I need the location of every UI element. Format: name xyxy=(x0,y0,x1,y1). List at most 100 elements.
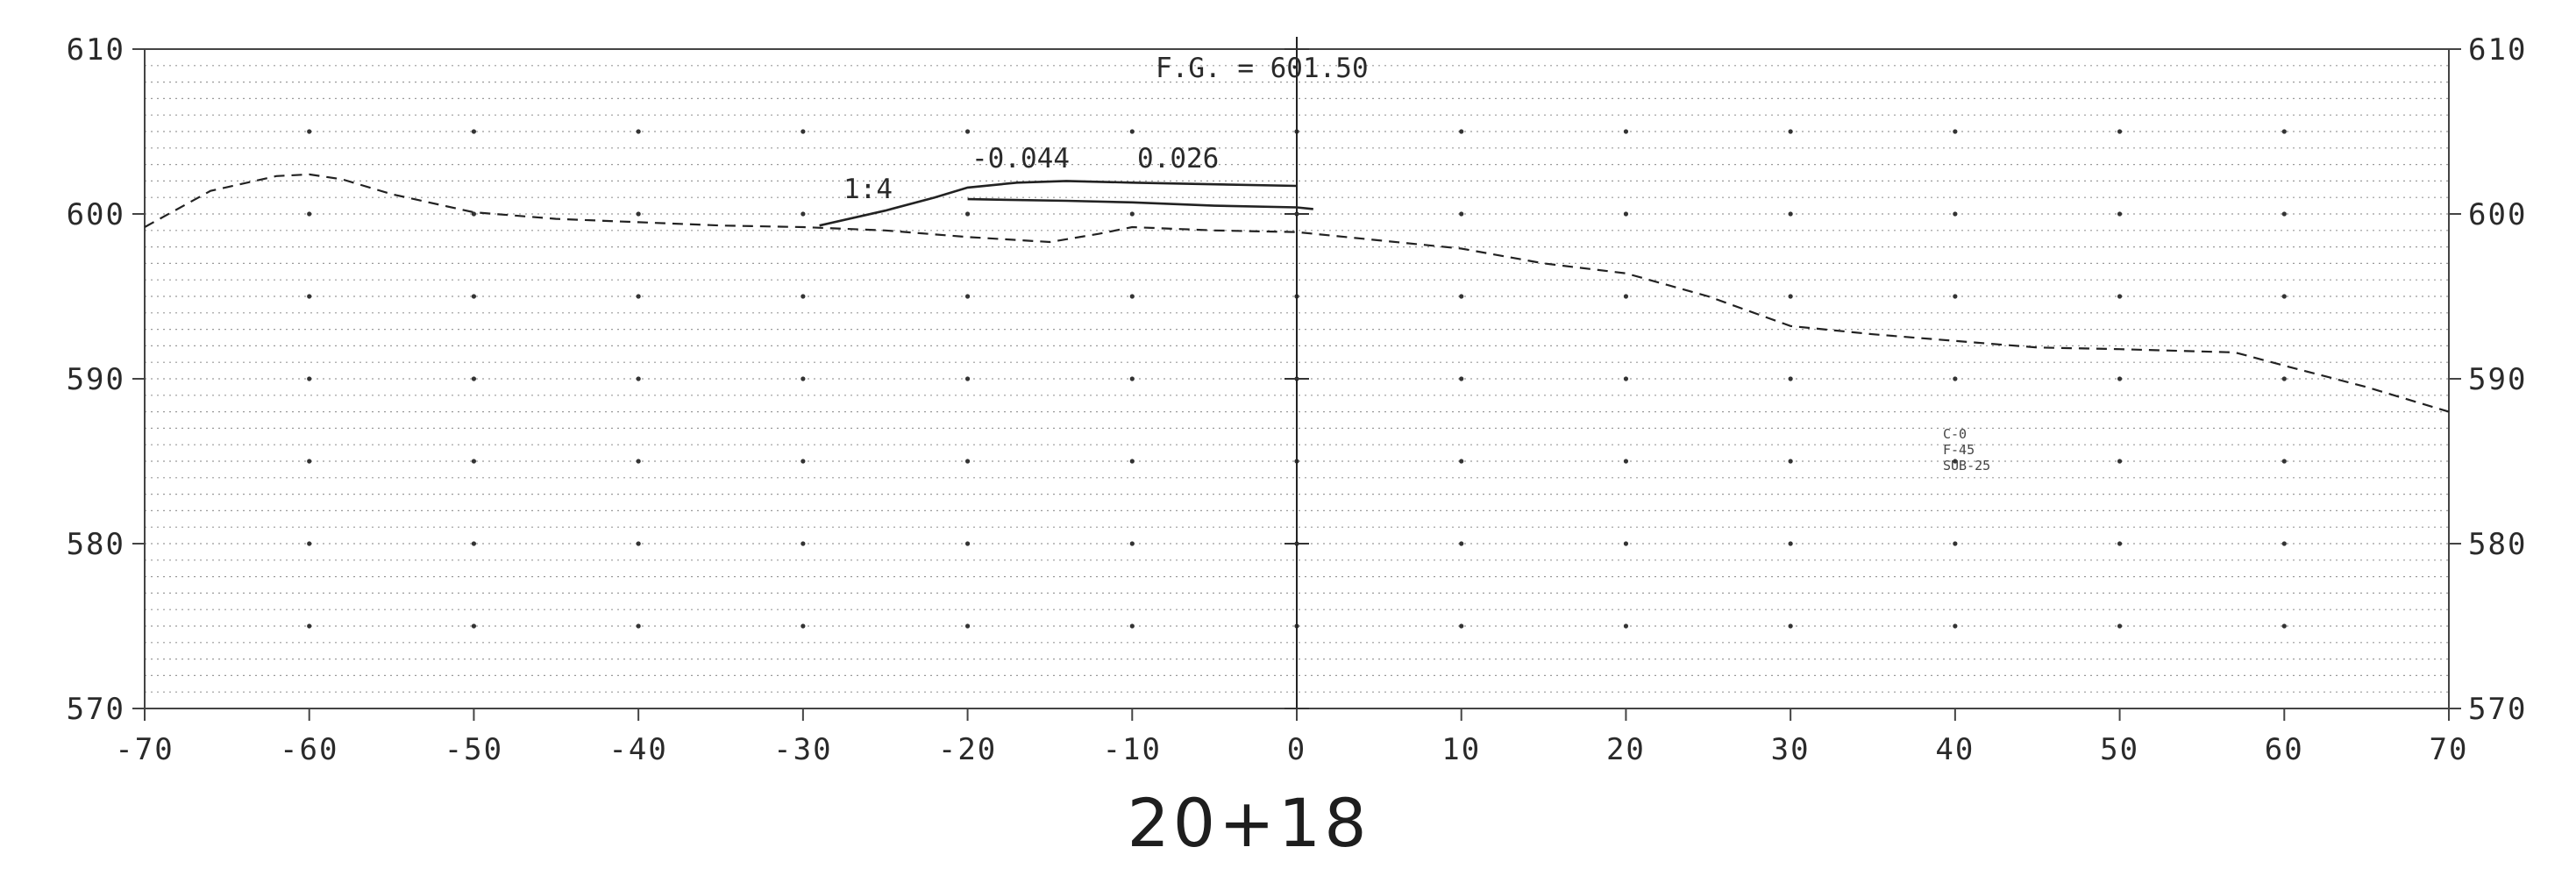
grid-dot xyxy=(307,211,312,217)
grid-dot xyxy=(964,211,971,217)
y-tick-label-left: 590 xyxy=(67,362,125,397)
grid-dot xyxy=(307,459,312,464)
y-tick-label-left: 610 xyxy=(67,32,125,68)
grid-dot xyxy=(801,623,806,629)
y-tick-label-right: 600 xyxy=(2468,197,2527,232)
grid-dot xyxy=(2281,623,2287,629)
x-tick-label: 20 xyxy=(1606,732,1646,767)
station-title: 20+18 xyxy=(1127,784,1370,862)
grid-dot xyxy=(2281,459,2287,464)
grid-dot xyxy=(1623,459,1629,464)
grid-dot xyxy=(964,623,971,629)
grid-dot xyxy=(2117,294,2123,299)
grid-dot xyxy=(1953,129,1958,134)
grid-dot xyxy=(1623,211,1629,217)
grid-dot xyxy=(471,376,477,381)
grid-dot xyxy=(471,623,477,629)
grid-dot xyxy=(307,294,312,299)
y-tick-label-left: 570 xyxy=(67,692,125,727)
grid-dot xyxy=(1953,211,1958,217)
grid-dot xyxy=(1788,623,1793,629)
grid-dot xyxy=(1129,294,1135,299)
grid-dot xyxy=(964,294,971,299)
x-tick-label: 30 xyxy=(1771,732,1811,767)
y-tick-labels-left: 610 600 590 580 570 xyxy=(67,32,125,727)
x-tick-labels: -70 -60 -50 -40 -30 -20 -10 0 10 20 30 40 50 60 70 xyxy=(115,732,2469,767)
x-tick-label: -30 xyxy=(773,732,832,767)
grid-dot xyxy=(1788,129,1793,134)
grid-dot xyxy=(1129,459,1135,464)
grid-dot xyxy=(636,541,641,546)
grid-dot xyxy=(801,459,806,464)
grid-dot xyxy=(1953,459,1958,464)
grid-dot xyxy=(471,129,477,134)
grid-dot xyxy=(307,623,312,629)
grid-dot xyxy=(1129,211,1135,217)
grid-dot xyxy=(964,459,971,464)
x-tick-label: 60 xyxy=(2265,732,2304,767)
grid-dot xyxy=(1788,294,1793,299)
x-tick-label: -60 xyxy=(280,732,338,767)
y-tick-label-right: 590 xyxy=(2468,362,2527,397)
grid-dot xyxy=(636,376,641,381)
profile-lines xyxy=(144,173,2450,413)
grid-dots xyxy=(307,129,2287,629)
grid-dot xyxy=(1129,541,1135,546)
grid-dot xyxy=(307,541,312,546)
grid-dot xyxy=(2281,376,2287,381)
grid-dot xyxy=(1788,211,1793,217)
grid-dot xyxy=(1129,623,1135,629)
grid-dot xyxy=(2117,376,2123,381)
grid-dot xyxy=(636,211,641,217)
grid-dot xyxy=(471,541,477,546)
grid-dot xyxy=(1623,376,1629,381)
x-tick-label: -70 xyxy=(115,732,174,767)
slope-right-label: 0.026 xyxy=(1137,143,1219,174)
grid-dot xyxy=(2117,541,2123,546)
grid-dot xyxy=(964,129,971,134)
grid-dot xyxy=(1953,623,1958,629)
x-tick-label: 0 xyxy=(1287,732,1306,767)
grid-dot xyxy=(1623,623,1629,629)
grid-dot xyxy=(964,541,971,546)
grid-dot xyxy=(1623,294,1629,299)
grid-dot xyxy=(801,376,806,381)
grid-dot xyxy=(1459,211,1464,217)
grid-dot xyxy=(636,623,641,629)
grid-dot xyxy=(1623,129,1629,134)
grid-dot xyxy=(1788,459,1793,464)
grid-dot xyxy=(801,541,806,546)
note-subgrade: SUB-25 xyxy=(1943,458,1990,473)
grid-dot xyxy=(636,294,641,299)
plot-frame xyxy=(144,37,2450,709)
grid-dot xyxy=(307,129,312,134)
grid-dot xyxy=(1788,541,1793,546)
x-tick-label: 40 xyxy=(1935,732,1975,767)
y-tick-label-right: 570 xyxy=(2468,692,2527,727)
y-tick-label-left: 580 xyxy=(67,527,125,562)
y-tick-label-right: 610 xyxy=(2468,32,2527,68)
y-tick-label-right: 580 xyxy=(2468,527,2527,562)
proposed-grade-line xyxy=(967,197,1313,210)
grid-dot xyxy=(964,376,971,381)
grid-dot xyxy=(801,129,806,134)
grid-dot xyxy=(1623,541,1629,546)
grid-dot xyxy=(1459,541,1464,546)
x-tick-label: 50 xyxy=(2100,732,2139,767)
grid-dot xyxy=(1459,294,1464,299)
grid-dot xyxy=(2117,129,2123,134)
grid-dot xyxy=(1459,459,1464,464)
y-tick-label-left: 600 xyxy=(67,197,125,232)
grid-dot xyxy=(636,459,641,464)
grid-dot xyxy=(2281,541,2287,546)
grid-dot xyxy=(801,294,806,299)
grid-dot xyxy=(1129,376,1135,381)
side-slope-label: 1:4 xyxy=(843,174,893,205)
x-tick-label: -40 xyxy=(608,732,667,767)
grid-dot xyxy=(2117,459,2123,464)
x-tick-label: 70 xyxy=(2430,732,2469,767)
axis-ticks xyxy=(132,48,2461,721)
grid-dot xyxy=(2117,211,2123,217)
grid-dot xyxy=(2117,623,2123,629)
